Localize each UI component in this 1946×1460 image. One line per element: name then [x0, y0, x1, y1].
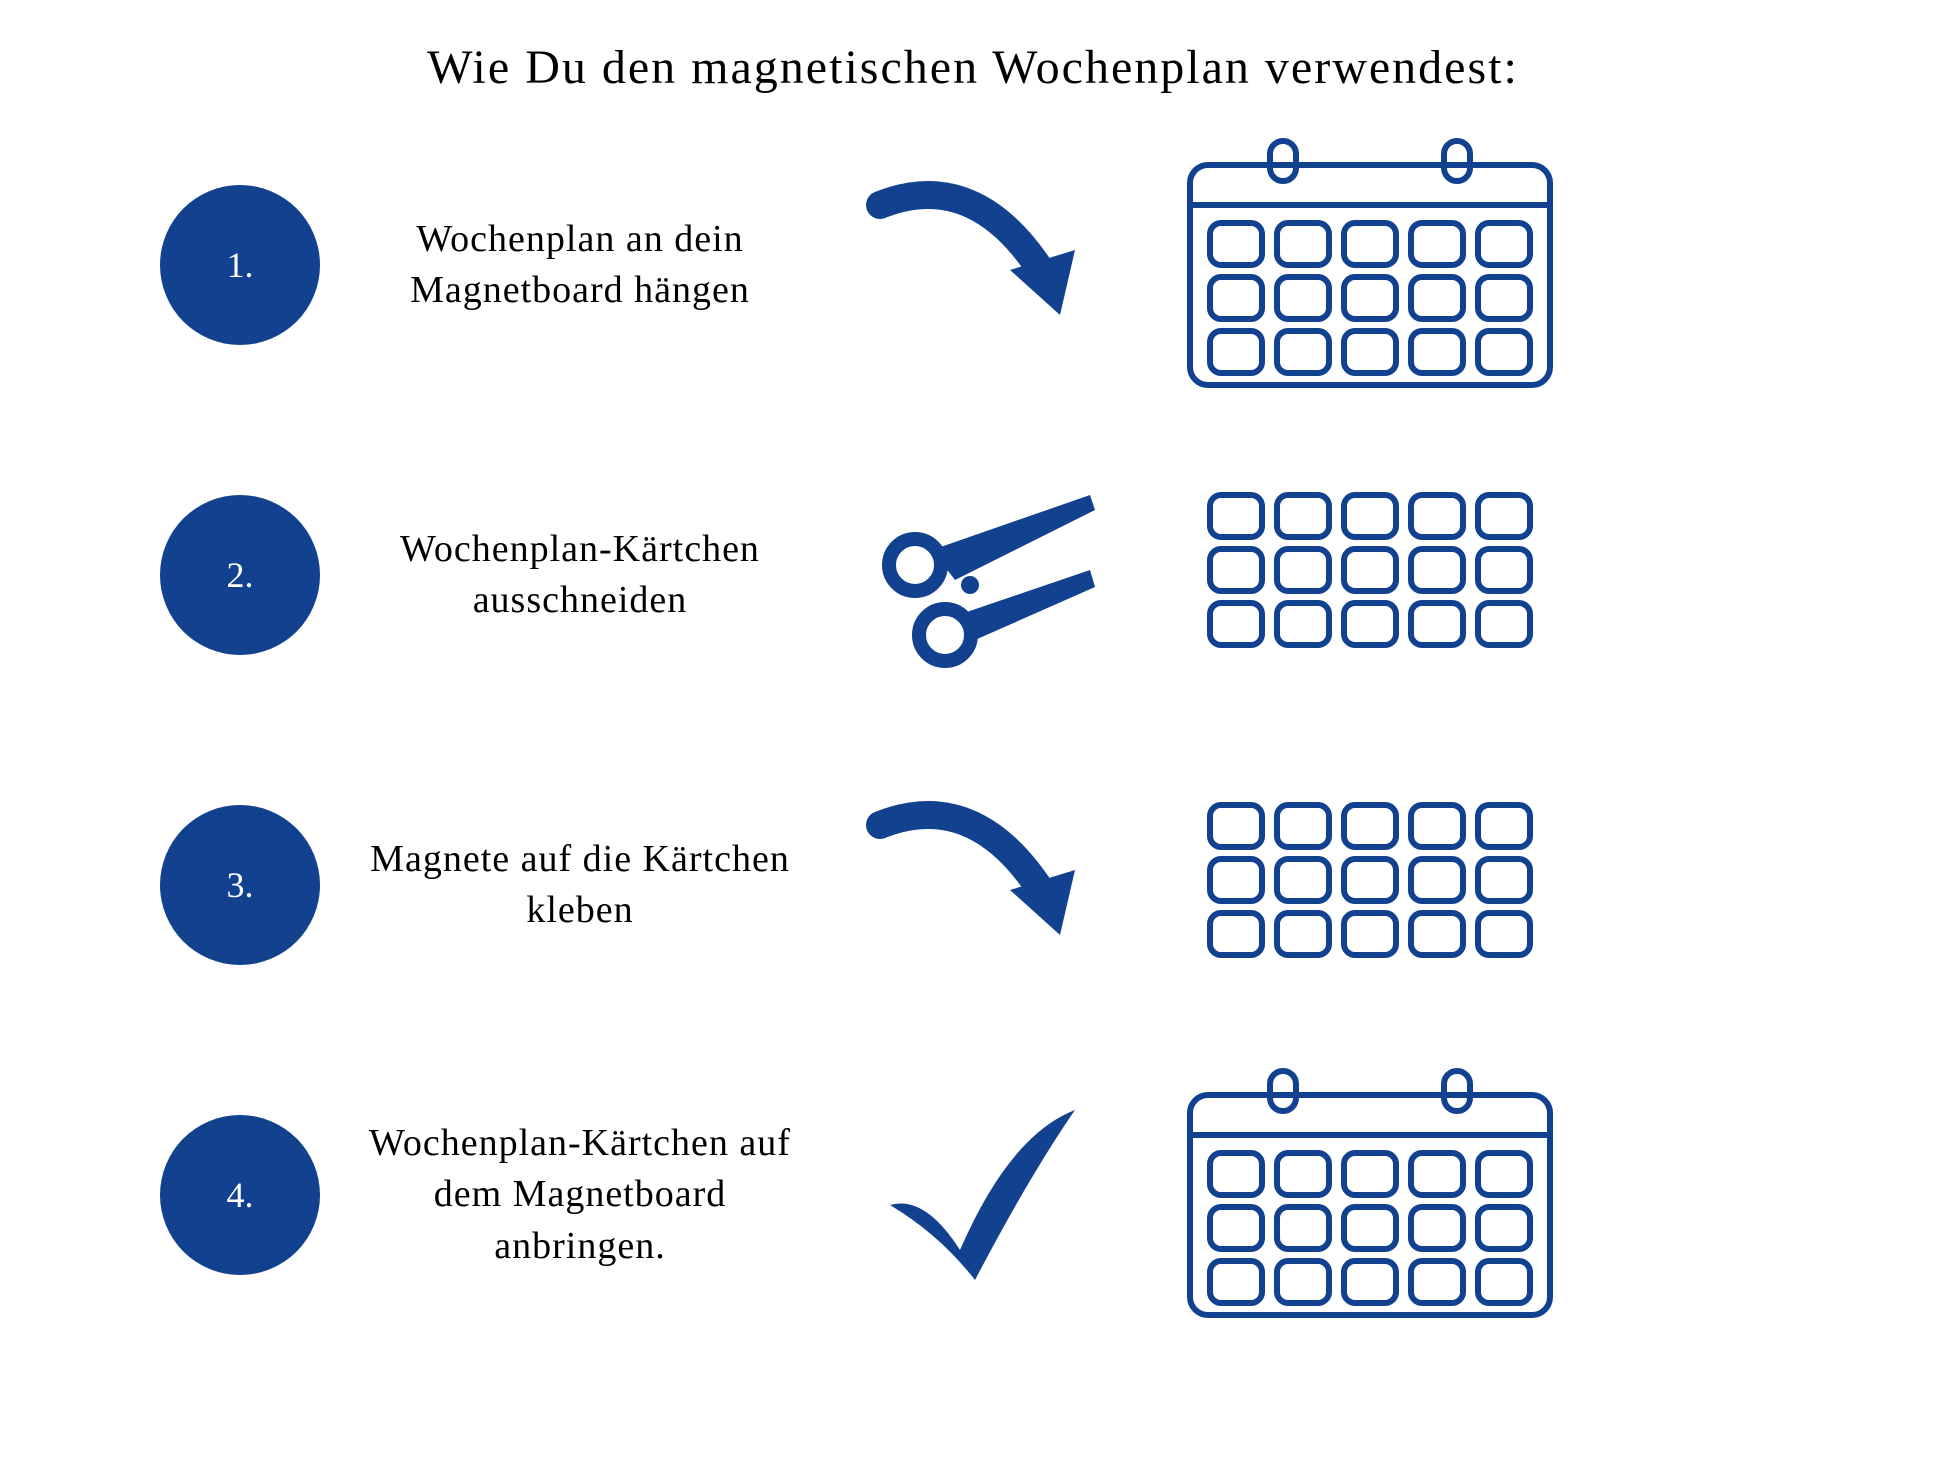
- grid-icon: [1160, 795, 1580, 975]
- step-number: 3.: [227, 864, 254, 906]
- step-number-circle: 1.: [160, 185, 320, 345]
- arrow-curved-icon: [840, 795, 1120, 975]
- page-title: Wie Du den magnetischen Wochenplan verwe…: [120, 40, 1826, 95]
- step-number-circle: 2.: [160, 495, 320, 655]
- calendar-icon: [1160, 1065, 1580, 1325]
- step-text: Wochenplan-Kärtchen ausschneiden: [350, 524, 810, 627]
- arrow-curved-icon: [840, 175, 1120, 355]
- step-row: 3. Magnete auf die Kärtchen kleben: [120, 775, 1826, 995]
- step-number: 1.: [227, 244, 254, 286]
- step-text: Wochenplan-Kärtchen auf dem Magnetboard …: [350, 1118, 810, 1272]
- step-number: 4.: [227, 1174, 254, 1216]
- scissors-icon: [840, 475, 1120, 675]
- step-row: 4. Wochenplan-Kärtchen auf dem Magnetboa…: [120, 1085, 1826, 1305]
- step-row: 2. Wochenplan-Kärtchen ausschneiden: [120, 465, 1826, 685]
- step-row: 1. Wochenplan an dein Magnetboard hängen: [120, 155, 1826, 375]
- step-number: 2.: [227, 554, 254, 596]
- grid-icon: [1160, 485, 1580, 665]
- step-number-circle: 4.: [160, 1115, 320, 1275]
- steps-container: 1. Wochenplan an dein Magnetboard hängen: [120, 155, 1826, 1305]
- calendar-icon: [1160, 135, 1580, 395]
- step-number-circle: 3.: [160, 805, 320, 965]
- step-text: Magnete auf die Kärtchen kleben: [350, 834, 810, 937]
- checkmark-icon: [840, 1095, 1120, 1295]
- step-text: Wochenplan an dein Magnetboard hängen: [350, 214, 810, 317]
